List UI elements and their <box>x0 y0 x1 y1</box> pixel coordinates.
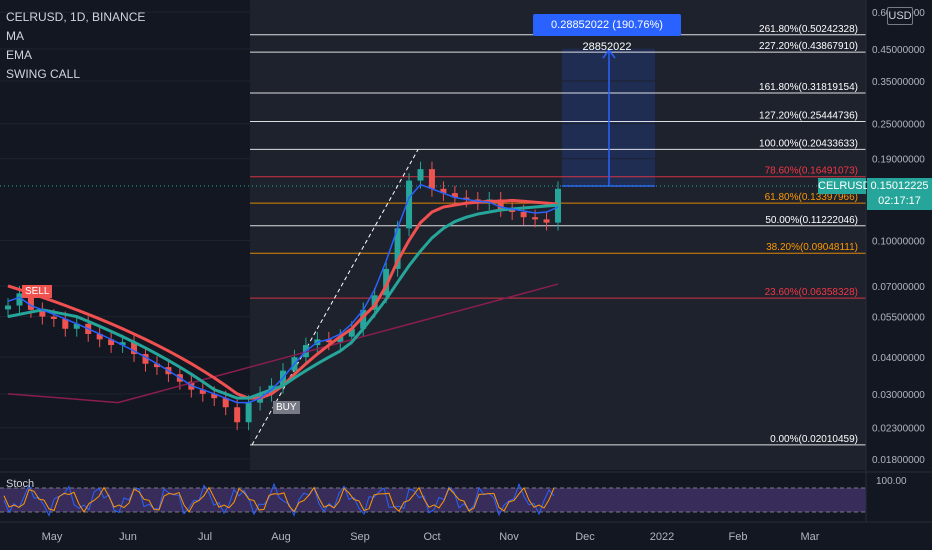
currency-button[interactable]: USD <box>887 7 913 25</box>
candle-body <box>360 309 367 329</box>
stoch-k-line <box>3 482 555 517</box>
candle-body <box>142 354 149 364</box>
price-tick-10: 0.02300000 <box>872 424 925 435</box>
candle-body <box>440 188 447 194</box>
time-tick-8: 2022 <box>650 531 674 543</box>
price-tick-11: 0.01800000 <box>872 455 925 466</box>
series-line-2 <box>7 183 559 404</box>
measure-arrowhead <box>602 48 616 59</box>
price-tick-7: 0.05500000 <box>872 313 925 324</box>
fibonacci-levels: 261.80%(0.50242328) 227.20%(0.43867910) 16… <box>0 24 866 446</box>
indicator-lines <box>7 183 559 404</box>
fib-label-4: 100.00%(0.20433633) <box>759 138 858 149</box>
stochastic-pane: 100.00 <box>0 471 932 517</box>
candle-body <box>394 228 401 269</box>
fib-label-9: 23.60%(0.06358328) <box>765 287 858 298</box>
candle-body <box>532 217 539 220</box>
price-tick-2: 0.35000000 <box>872 77 925 88</box>
candle-body <box>153 363 160 368</box>
candle-body <box>245 402 252 423</box>
candle-body <box>73 323 80 329</box>
candle-body <box>383 268 390 296</box>
candle-body <box>119 342 126 346</box>
candle-body <box>211 393 218 399</box>
swing-line <box>251 149 419 446</box>
bar-countdown: 02:17:17 <box>878 195 921 207</box>
candle-body <box>62 318 69 329</box>
candle-body <box>348 328 355 337</box>
last-price: 0.15012225 <box>870 180 929 192</box>
fib-label-3: 127.20%(0.25444736) <box>759 110 858 121</box>
chart-legend: CELRUSD, 1D, BINANCE MA EMA SWING CALL <box>6 8 145 84</box>
candle-body <box>39 309 46 317</box>
candle-body <box>520 212 527 218</box>
fib-label-5: 78.60%(0.16491073) <box>765 166 858 177</box>
stoch-d-line <box>3 486 555 513</box>
stoch-level-label: 100.00 <box>876 476 907 487</box>
candle-body <box>543 219 550 223</box>
time-tick-7: Dec <box>575 531 595 543</box>
fib-label-8: 38.20%(0.09048111) <box>766 242 858 253</box>
buy-signal: BUY <box>273 401 300 414</box>
symbol-title[interactable]: CELRUSD, 1D, BINANCE <box>6 10 146 24</box>
price-tick-9: 0.03000000 <box>872 390 925 401</box>
candle-body <box>497 199 504 209</box>
fib-label-10: 0.00%(0.02010459) <box>770 434 858 445</box>
candle-body <box>451 193 458 198</box>
time-tick-9: Feb <box>729 531 748 543</box>
fib-zone <box>250 0 866 470</box>
fib-label-6: 61.80%(0.13397966) <box>765 192 858 203</box>
price-axis: 0.600000000.450000000.350000000.25000000… <box>865 0 925 522</box>
measure-label: 0.28852022 (190.76%) 28852022 <box>533 14 681 53</box>
candle-body <box>222 398 229 408</box>
time-tick-10: Mar <box>801 531 820 543</box>
indicator-ema[interactable]: EMA <box>6 48 33 62</box>
fib-label-2: 161.80%(0.31819154) <box>759 82 858 93</box>
time-tick-1: Jun <box>119 531 137 543</box>
candle-body <box>463 197 470 200</box>
candle-body <box>406 180 413 229</box>
indicator-ma[interactable]: MA <box>6 29 24 43</box>
candle-body <box>108 339 115 346</box>
candle-body <box>509 208 516 213</box>
price-tick-6: 0.07000000 <box>872 282 925 293</box>
candle-body <box>27 293 34 310</box>
candle-body <box>5 305 11 310</box>
long-ma-line <box>7 283 559 404</box>
candle-body <box>417 169 424 181</box>
time-tick-0: May <box>42 531 63 543</box>
price-tick-4: 0.19000000 <box>872 155 925 166</box>
candle-body <box>50 316 57 319</box>
symbol-badge: CELRUSD <box>818 178 871 194</box>
indicator-swing-call[interactable]: SWING CALL <box>6 67 81 81</box>
fib-label-1: 227.20%(0.43867910) <box>759 41 858 52</box>
time-tick-3: Aug <box>271 531 291 543</box>
stoch-label[interactable]: Stoch <box>6 478 35 490</box>
candle-body <box>325 339 332 343</box>
price-tick-8: 0.04000000 <box>872 353 925 364</box>
candle-body <box>337 336 344 343</box>
last-price-tag: 0.15012225 02:17:17 <box>867 178 932 210</box>
candle-body <box>234 407 241 423</box>
time-tick-6: Nov <box>499 531 519 543</box>
candle-body <box>199 389 206 394</box>
sell-signal: SELL <box>22 285 53 298</box>
fib-label-7: 50.00%(0.11222046) <box>765 215 858 226</box>
price-tick-3: 0.25000000 <box>872 120 925 131</box>
time-tick-2: Jul <box>198 531 212 543</box>
fib-label-0: 261.80%(0.50242328) <box>759 24 858 35</box>
time-tick-4: Sep <box>350 531 370 543</box>
price-tick-1: 0.45000000 <box>872 45 925 56</box>
candle-body <box>428 169 435 189</box>
candle-body <box>131 342 138 355</box>
series-line-1 <box>7 203 559 400</box>
candle-body <box>96 333 103 340</box>
price-tick-5: 0.10000000 <box>872 236 925 247</box>
candle-body <box>16 293 23 306</box>
chart-grid <box>0 11 866 460</box>
stoch-band <box>0 488 866 512</box>
time-tick-5: Oct <box>423 531 440 543</box>
time-axis: May Jun Jul Aug Sep Oct Nov Dec 2022 Feb Mar <box>0 521 932 543</box>
